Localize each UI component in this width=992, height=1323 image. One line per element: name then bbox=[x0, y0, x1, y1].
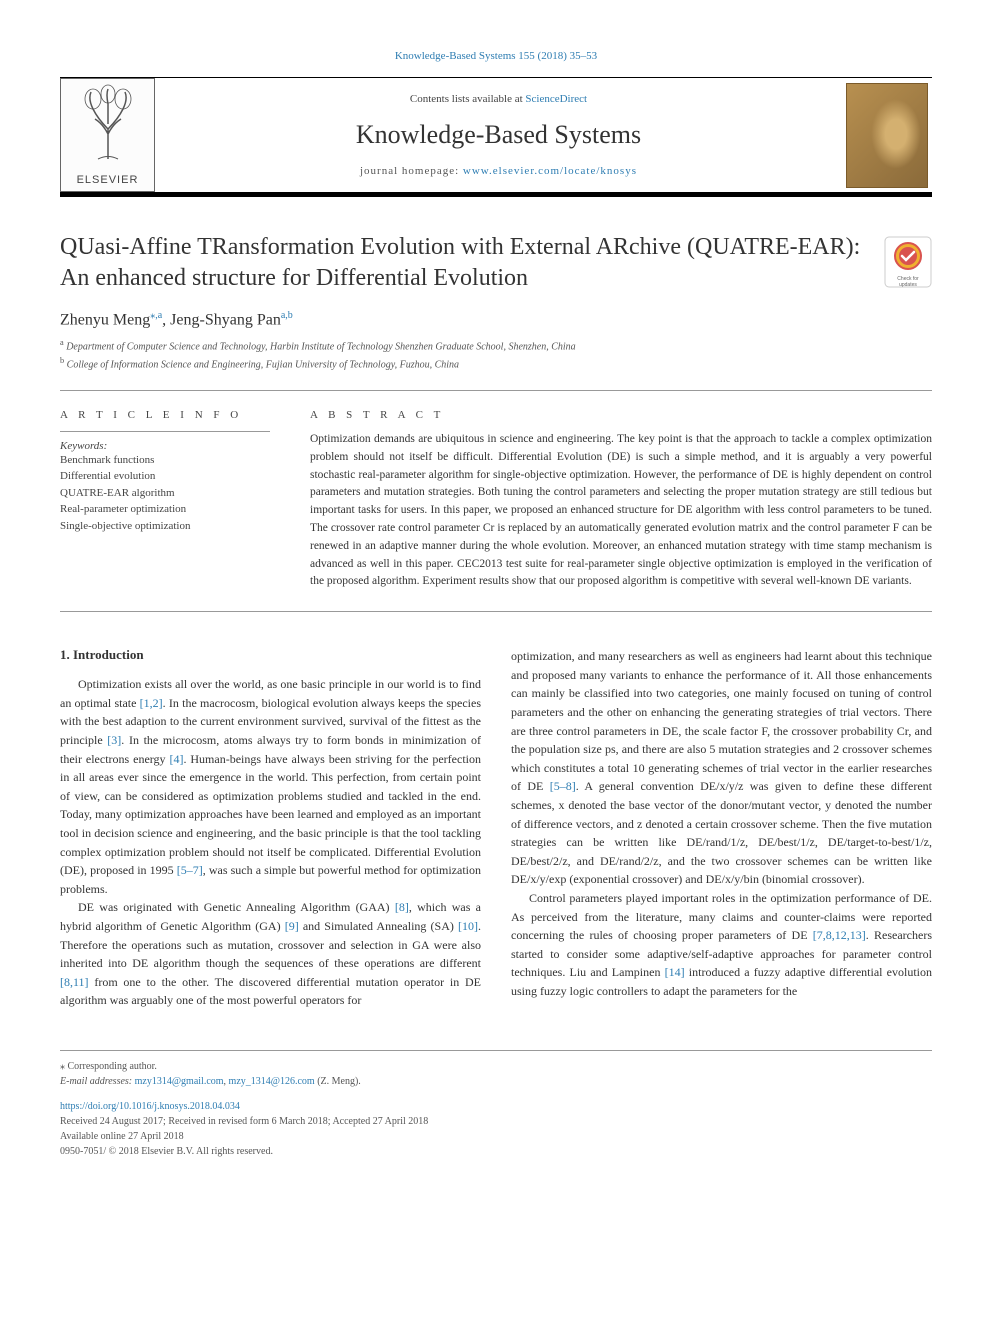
affiliations: a Department of Computer Science and Tec… bbox=[60, 337, 932, 372]
affiliation-a-text: Department of Computer Science and Techn… bbox=[66, 342, 575, 353]
body-columns: 1. Introduction Optimization exists all … bbox=[60, 647, 932, 1010]
corresponding-author: ⁎ Corresponding author. bbox=[60, 1059, 932, 1074]
journal-cover-box bbox=[842, 78, 932, 192]
journal-header: ELSEVIER Contents lists available at Sci… bbox=[60, 77, 932, 197]
copyright-line: 0950-7051/ © 2018 Elsevier B.V. All righ… bbox=[60, 1144, 932, 1159]
contents-available-line: Contents lists available at ScienceDirec… bbox=[410, 93, 587, 105]
keywords-label: Keywords: bbox=[60, 440, 270, 452]
keyword-item: QUATRE-EAR algorithm bbox=[60, 485, 270, 502]
abstract-col: A B S T R A C T Optimization demands are… bbox=[310, 409, 932, 591]
intro-paragraph-3: optimization, and many researchers as we… bbox=[511, 647, 932, 889]
left-column: 1. Introduction Optimization exists all … bbox=[60, 647, 481, 1010]
author-2-sup: a,b bbox=[281, 310, 293, 321]
title-text-wrap: QUasi-Affine TRansformation Evolution wi… bbox=[60, 232, 864, 294]
sciencedirect-link[interactable]: ScienceDirect bbox=[525, 93, 587, 105]
keyword-item: Real-parameter optimization bbox=[60, 501, 270, 518]
affiliation-a: a Department of Computer Science and Tec… bbox=[60, 337, 932, 354]
abstract-head: A B S T R A C T bbox=[310, 409, 932, 421]
intro-paragraph-1: Optimization exists all over the world, … bbox=[60, 675, 481, 898]
page-root: Knowledge-Based Systems 155 (2018) 35–53… bbox=[0, 0, 992, 1209]
email-line: E-mail addresses: mzy1314@gmail.com, mzy… bbox=[60, 1074, 932, 1089]
divider bbox=[60, 390, 932, 391]
email-label: E-mail addresses: bbox=[60, 1076, 135, 1087]
keywords-list: Benchmark functions Differential evoluti… bbox=[60, 452, 270, 535]
homepage-prefix: journal homepage: bbox=[360, 165, 463, 177]
email-link-2[interactable]: mzy_1314@126.com bbox=[229, 1076, 315, 1087]
article-info-col: A R T I C L E I N F O Keywords: Benchmar… bbox=[60, 409, 270, 591]
title-block: QUasi-Affine TRansformation Evolution wi… bbox=[60, 232, 932, 296]
doi-link[interactable]: https://doi.org/10.1016/j.knosys.2018.04… bbox=[60, 1101, 240, 1112]
available-line: Available online 27 April 2018 bbox=[60, 1129, 932, 1144]
abstract-text: Optimization demands are ubiquitous in s… bbox=[310, 431, 932, 591]
article-info-head: A R T I C L E I N F O bbox=[60, 409, 270, 421]
author-2: , Jeng-Shyang Pan bbox=[162, 311, 281, 328]
check-updates-badge[interactable]: Check for updates bbox=[884, 236, 932, 296]
author-1: Zhenyu Meng bbox=[60, 311, 150, 328]
publisher-logo-box: ELSEVIER bbox=[60, 78, 155, 192]
elsevier-tree-icon bbox=[73, 84, 143, 164]
affiliation-b-text: College of Information Science and Engin… bbox=[67, 359, 459, 370]
footer-block: ⁎ Corresponding author. E-mail addresses… bbox=[60, 1050, 932, 1159]
svg-text:updates: updates bbox=[899, 282, 917, 288]
keyword-item: Benchmark functions bbox=[60, 452, 270, 469]
article-title: QUasi-Affine TRansformation Evolution wi… bbox=[60, 232, 864, 294]
intro-paragraph-4: Control parameters played important role… bbox=[511, 889, 932, 1001]
introduction-heading: 1. Introduction bbox=[60, 647, 481, 663]
authors-line: Zhenyu Meng⁎,a, Jeng-Shyang Pana,b bbox=[60, 310, 932, 329]
keyword-item: Differential evolution bbox=[60, 468, 270, 485]
contents-prefix: Contents lists available at bbox=[410, 93, 525, 105]
received-line: Received 24 August 2017; Received in rev… bbox=[60, 1114, 932, 1129]
journal-reference: Knowledge-Based Systems 155 (2018) 35–53 bbox=[60, 50, 932, 62]
journal-homepage-line: journal homepage: www.elsevier.com/locat… bbox=[360, 165, 637, 177]
email-suffix: (Z. Meng). bbox=[315, 1076, 361, 1087]
author-1-sup: ⁎,a bbox=[150, 310, 162, 321]
journal-homepage-link[interactable]: www.elsevier.com/locate/knosys bbox=[463, 165, 637, 177]
journal-name: Knowledge-Based Systems bbox=[356, 120, 641, 150]
keyword-item: Single-objective optimization bbox=[60, 518, 270, 535]
intro-paragraph-2: DE was originated with Genetic Annealing… bbox=[60, 898, 481, 1010]
keywords-divider bbox=[60, 431, 270, 432]
header-center: Contents lists available at ScienceDirec… bbox=[155, 78, 842, 192]
info-abstract-row: A R T I C L E I N F O Keywords: Benchmar… bbox=[60, 409, 932, 612]
right-column: optimization, and many researchers as we… bbox=[511, 647, 932, 1010]
journal-cover-thumbnail bbox=[846, 83, 928, 188]
email-link-1[interactable]: mzy1314@gmail.com bbox=[135, 1076, 224, 1087]
publisher-name: ELSEVIER bbox=[77, 174, 139, 186]
affiliation-b: b College of Information Science and Eng… bbox=[60, 355, 932, 372]
